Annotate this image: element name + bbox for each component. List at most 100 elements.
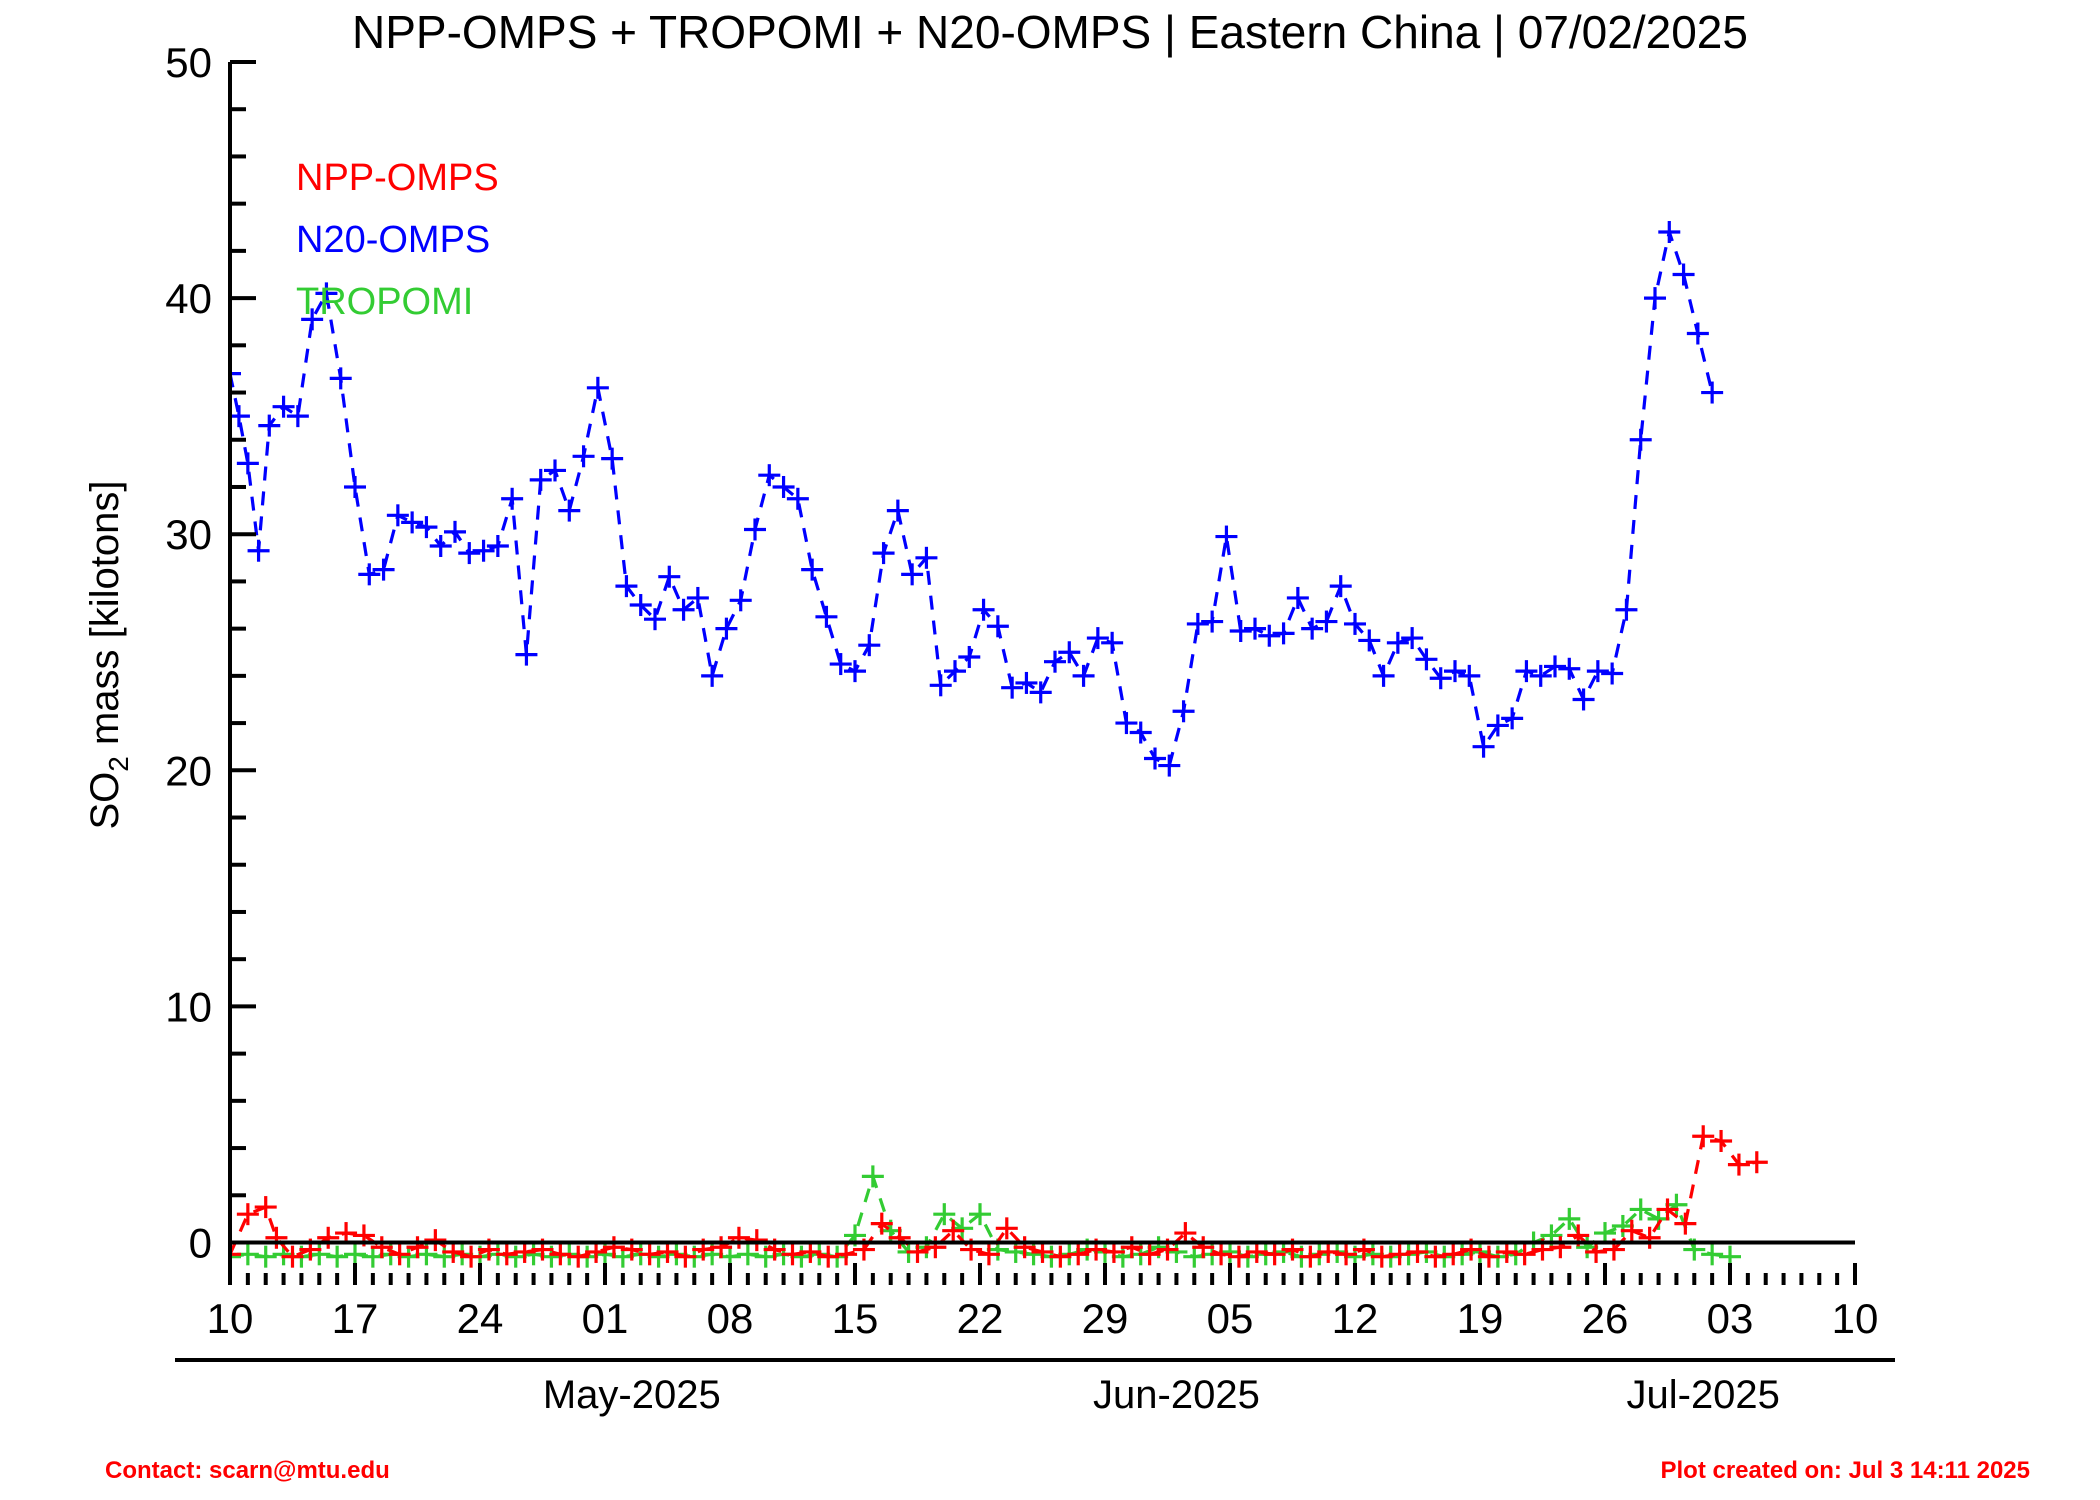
data-point-marker [1429,667,1452,690]
data-point-marker [386,504,409,527]
x-tick-label: 05 [1207,1295,1254,1342]
data-point-marker [1444,660,1466,683]
data-point-marker [1144,747,1166,770]
x-tick-label: 22 [957,1295,1004,1342]
data-point-marker [1615,598,1638,621]
data-point-marker [1727,1153,1750,1176]
data-point-marker [1372,664,1395,687]
data-point-marker [906,1240,929,1263]
data-point-marker [1674,1212,1697,1235]
data-point-marker [1015,671,1038,694]
y-tick-label: 20 [165,747,212,794]
plot-created-label: Plot created on: Jul 3 14:11 2025 [1660,1457,2030,1484]
series-line [230,225,1714,768]
data-point-marker [1299,1245,1322,1268]
data-point-marker [236,1203,259,1226]
data-point-marker [629,594,652,617]
data-point-marker [572,445,595,468]
data-point-marker [1258,624,1281,647]
data-point-marker [844,660,866,683]
data-point-marker [729,589,752,612]
data-point-marker [1229,620,1252,643]
data-point-marker [254,1196,277,1219]
data-point-marker [1029,681,1052,704]
legend-item-tropomi: TROPOMI [296,281,473,323]
month-label: Jul-2025 [1626,1373,1779,1417]
data-point-marker [924,1236,947,1259]
data-point-marker [1549,1236,1572,1259]
data-point-marker [644,608,666,631]
x-tick-label: 24 [457,1295,504,1342]
x-tick-label: 19 [1457,1295,1504,1342]
month-axis: May-2025 Jun-2025 Jul-2025 [543,1373,1780,1417]
x-axis: 10 17 24 01 08 15 22 29 05 12 19 26 03 10 [175,1240,1895,1362]
data-point-marker [1210,1243,1233,1266]
data-point-marker [1192,1236,1215,1259]
y-tick-label: 0 [189,1220,212,1267]
x-tick-label: 15 [832,1295,879,1342]
data-point-marker [1513,1243,1536,1266]
data-point-marker [372,558,395,581]
data-point-marker [586,376,609,399]
data-point-marker [799,1240,822,1263]
data-point-marker [1263,1243,1286,1266]
data-point-marker [1201,610,1224,633]
data-point-marker [344,475,366,498]
data-point-marker [1386,631,1409,654]
data-point-marker [977,1243,1000,1266]
data-point-marker [1585,1240,1608,1263]
data-point-marker [501,487,524,510]
data-point-marker [933,1203,956,1226]
page-title: NPP-OMPS + TROPOMI + N20-OMPS | Eastern … [352,6,1748,58]
data-point-marker [317,1226,340,1249]
data-point-marker [1477,1245,1500,1268]
data-point-marker [230,1243,241,1266]
data-point-marker [513,1240,536,1263]
data-point-marker [1049,1245,1072,1268]
contact-label: Contact: scarn@mtu.edu [105,1457,390,1484]
data-point-marker [335,1222,358,1245]
data-point-marker [272,395,295,418]
data-point-marker [1745,1151,1768,1174]
data-point-marker [901,563,924,586]
data-point-marker [1529,664,1552,687]
data-point-marker [815,605,838,628]
data-point-marker [758,464,781,487]
data-point-marker [601,447,624,470]
legend-item-n20-omps: N20-OMPS [296,219,490,261]
data-point-marker [1186,612,1209,635]
data-point-marker [1515,660,1538,683]
data-point-marker [329,367,352,390]
data-point-marker [1686,322,1709,345]
data-point-marker [1656,1198,1679,1221]
data-point-marker [1115,712,1138,735]
data-point-marker [835,1243,858,1266]
chart-legend: NPP-OMPS N20-OMPS TROPOMI [296,157,499,323]
data-point-marker [495,1243,518,1266]
data-point-marker [1120,1236,1143,1259]
data-point-marker [656,1240,679,1263]
data-point-marker [710,1236,733,1259]
data-point-marker [1102,1240,1125,1263]
data-point-marker [1406,1240,1429,1263]
data-point-marker [674,1245,697,1268]
data-point-marker [1245,1240,1268,1263]
data-point-marker [358,563,381,586]
data-point-marker [1672,263,1695,286]
data-point-marker [1629,1198,1652,1221]
data-point-marker [944,660,966,683]
data-point-marker [544,459,566,482]
data-point-marker [736,1243,759,1266]
data-point-marker [929,674,952,697]
data-point-marker [1501,707,1524,730]
data-point-marker [1067,1243,1090,1266]
y-axis-title: SO2 mass [kilotons] [83,480,134,829]
data-point-marker [1558,1207,1581,1230]
data-point-marker [672,598,695,621]
data-point-marker [301,308,324,331]
data-point-marker [1086,627,1109,650]
data-point-marker [1586,660,1609,683]
data-point-marker [1358,629,1381,652]
data-point-marker [1658,220,1681,243]
data-point-marker [915,546,938,569]
